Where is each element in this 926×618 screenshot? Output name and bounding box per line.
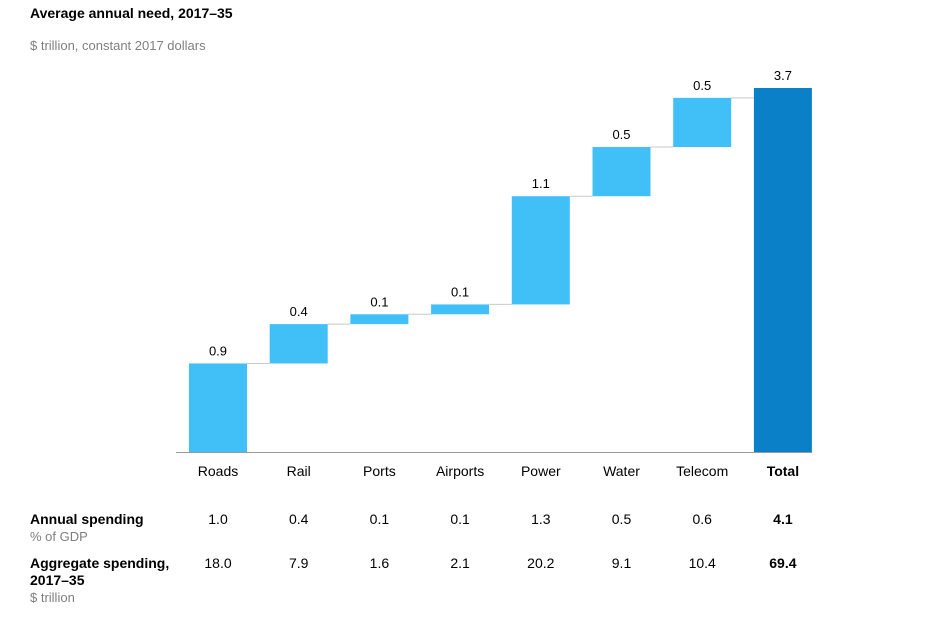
data-label-ports: 0.1: [370, 294, 388, 309]
bar-power: [511, 196, 570, 305]
annual-spending-title: Annual spending: [30, 511, 144, 527]
aggregate-spending-value-water: 9.1: [611, 555, 632, 571]
data-label-power: 1.1: [532, 176, 550, 191]
tick-label-ports: Ports: [363, 463, 396, 479]
aggregate-spending-value-telecom: 10.4: [688, 555, 716, 571]
data-label-airports: 0.1: [451, 284, 469, 299]
tick-label-power: Power: [521, 463, 561, 479]
bar-ports: [350, 314, 409, 325]
aggregate-spending-value-total: 69.4: [769, 555, 797, 571]
aggregate-spending-value-ports: 1.6: [369, 555, 390, 571]
tick-label-total: Total: [767, 463, 799, 479]
annual-spending-label: Annual spending % of GDP: [30, 511, 144, 545]
tick-label-airports: Airports: [436, 463, 484, 479]
data-label-roads: 0.9: [209, 343, 227, 358]
bar-rail: [269, 324, 328, 364]
chart-title: Average annual need, 2017–35: [30, 5, 233, 21]
chart-subtitle: $ trillion, constant 2017 dollars: [30, 38, 206, 53]
bar-total: [753, 88, 812, 452]
aggregate-spending-title-2: 2017–35: [30, 572, 85, 588]
annual-spending-unit: % of GDP: [30, 529, 88, 544]
tick-label-telecom: Telecom: [676, 463, 728, 479]
annual-spending-value-airports: 0.1: [450, 511, 470, 527]
aggregate-spending-value-airports: 2.1: [450, 555, 470, 571]
annual-spending-value-ports: 0.1: [369, 511, 390, 527]
aggregate-spending-title-1: Aggregate spending,: [30, 555, 170, 571]
waterfall-chart: 0.9 Roads 0.4 Rail 0.1 Ports 0.1 Airports 1.1 Pow…: [176, 68, 812, 479]
annual-spending-value-rail: 0.4: [288, 511, 309, 527]
bar-airports: [431, 304, 490, 315]
aggregate-spending-label: Aggregate spending, 2017–35 $ trillion: [30, 555, 169, 606]
tick-label-rail: Rail: [287, 463, 311, 479]
annual-spending-value-roads: 1.0: [208, 511, 228, 527]
tick-label-roads: Roads: [198, 463, 238, 479]
aggregate-spending-unit: $ trillion: [30, 590, 75, 605]
annual-spending-value-water: 0.5: [611, 511, 632, 527]
bar-telecom: [673, 97, 732, 148]
data-label-telecom: 0.5: [693, 78, 711, 93]
bar-roads: [189, 363, 247, 452]
tick-label-water: Water: [603, 463, 640, 479]
annual-spending-value-total: 4.1: [773, 511, 793, 527]
annual-spending-value-power: 1.3: [531, 511, 551, 527]
annual-spending-value-telecom: 0.6: [692, 511, 712, 527]
data-label-total: 3.7: [774, 68, 792, 83]
data-label-rail: 0.4: [290, 304, 308, 319]
bar-water: [592, 147, 651, 197]
data-label-water: 0.5: [612, 127, 630, 142]
aggregate-spending-value-rail: 7.9: [288, 555, 309, 571]
aggregate-spending-value-roads: 18.0: [204, 555, 232, 571]
aggregate-spending-value-power: 20.2: [527, 555, 555, 571]
